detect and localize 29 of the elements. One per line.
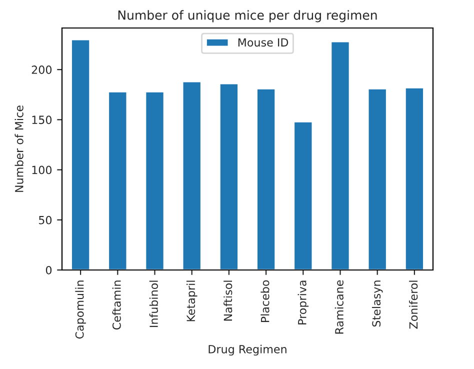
chart-title: Number of unique mice per drug regimen: [118, 10, 377, 22]
bar: [108, 90, 128, 270]
y-tick-label: 150: [32, 116, 52, 124]
bar: [144, 90, 165, 270]
bar: [218, 82, 239, 270]
y-tick-label: 50: [38, 216, 52, 224]
y-tick-label: 200: [32, 66, 52, 74]
y-tick-label: 100: [32, 166, 52, 174]
x-tick-label: Ramicane: [334, 280, 344, 334]
bar: [256, 88, 276, 270]
x-tick-label: Ceftamin: [112, 280, 121, 330]
bar: [70, 38, 91, 270]
x-tick-label: Placebo: [260, 280, 270, 322]
x-tick-label: Propriva: [298, 280, 309, 324]
y-axis-title: Number of Mice: [14, 106, 24, 192]
x-tick-label: Naftisol: [224, 280, 232, 321]
y-tick-label: 0: [46, 266, 52, 274]
bar: [293, 121, 314, 270]
x-axis-title: Drug Regimen: [208, 344, 286, 356]
x-tick-label: Ketapril: [186, 280, 198, 322]
bar: [404, 86, 424, 270]
x-tick-label: Zoniferol: [409, 280, 418, 329]
bar: [182, 80, 202, 270]
x-tick-label: Infubinol: [149, 280, 158, 327]
bar: [330, 40, 350, 270]
legend-label: Mouse ID: [238, 38, 288, 47]
x-tick-label: Stelasyn: [372, 280, 383, 327]
x-tick-label: Capomulin: [75, 280, 86, 339]
bar: [367, 88, 388, 270]
